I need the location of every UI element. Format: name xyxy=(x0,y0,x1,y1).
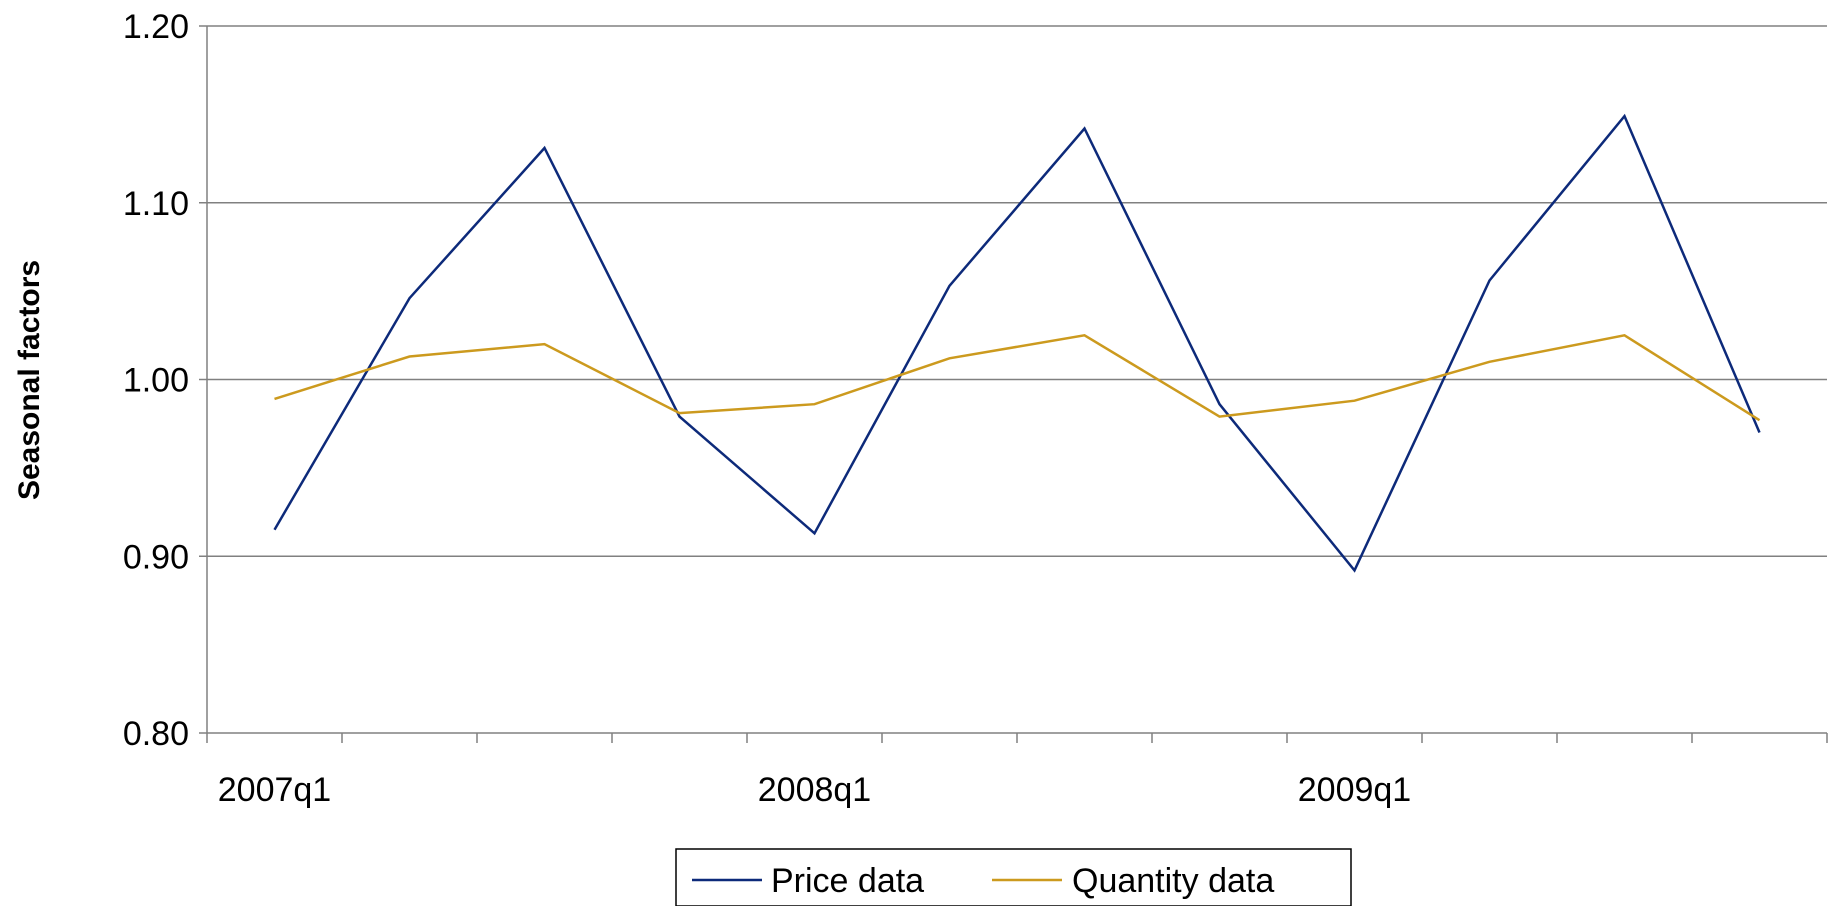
gridlines xyxy=(207,25,1827,557)
series-line-quantity xyxy=(274,333,1761,422)
series-line-price xyxy=(273,113,1761,573)
legend-label-quantity: Quantity data xyxy=(1072,862,1274,900)
legend: Price data Quantity data xyxy=(675,848,1352,907)
y-axis-title: Seasonal factors xyxy=(13,260,46,500)
series-lines xyxy=(273,113,1761,573)
y-tick-label: 1.10 xyxy=(123,185,189,223)
y-tick-label: 0.80 xyxy=(123,715,189,753)
x-tick-label: 2008q1 xyxy=(758,771,871,809)
legend-label-price: Price data xyxy=(771,862,924,900)
y-tick-label: 1.20 xyxy=(123,8,189,46)
y-tick-label: 1.00 xyxy=(123,362,189,400)
x-tick-label: 2009q1 xyxy=(1298,771,1411,809)
y-tick-label: 0.90 xyxy=(123,538,189,576)
x-tick-label: 2007q1 xyxy=(218,771,331,809)
axes: 0.80 0.90 1.00 1.10 1.20 2007q1 2008q1 2009q1 xyxy=(123,8,1828,809)
legend-box xyxy=(675,848,1352,907)
